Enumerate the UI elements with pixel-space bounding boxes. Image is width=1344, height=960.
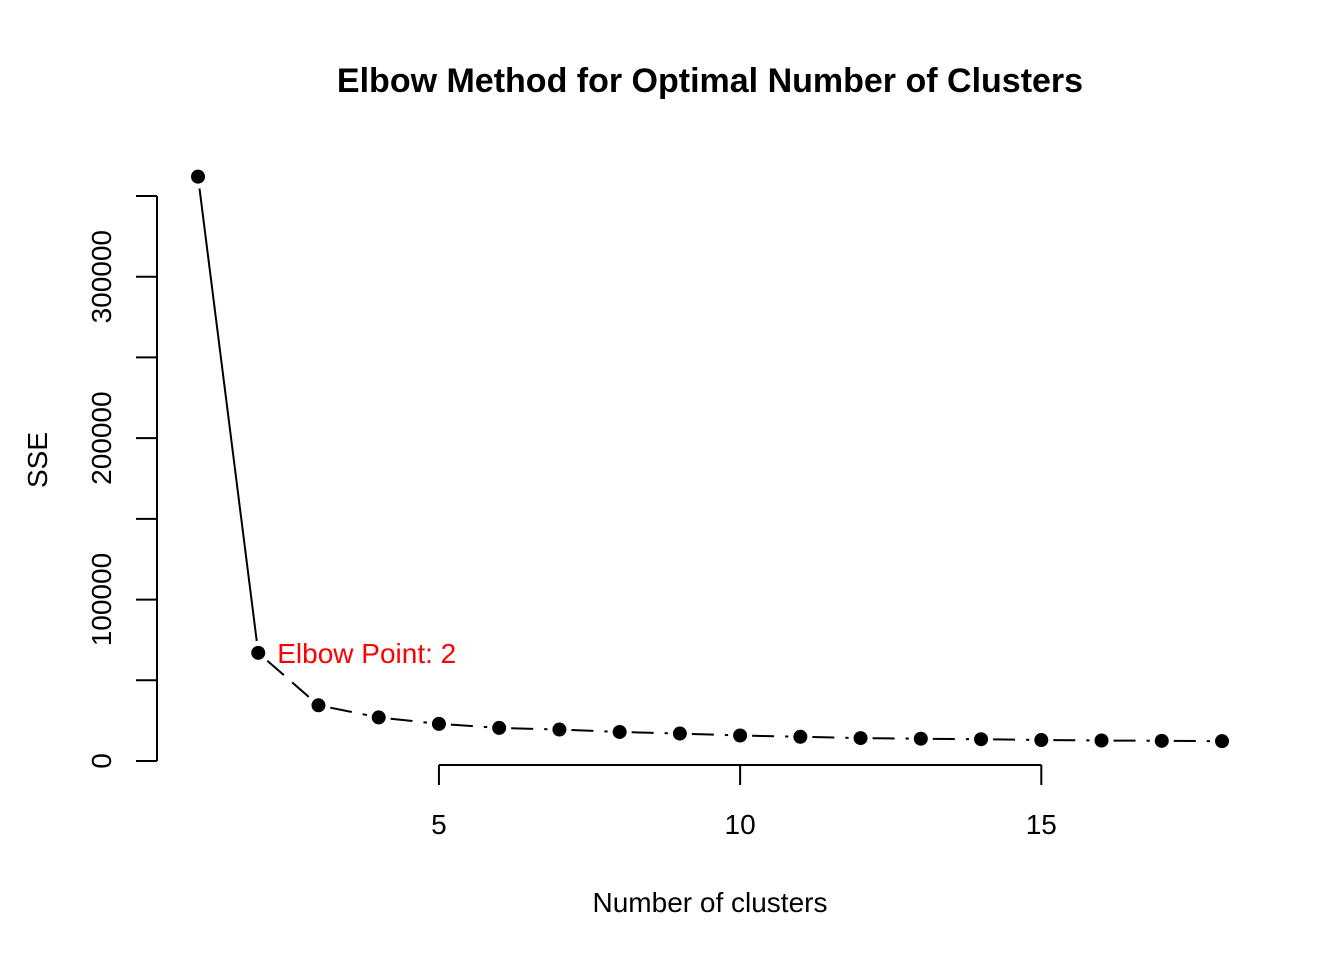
x-tick-label: 10 [725, 809, 756, 840]
axes: 0 100000 200000 300000 5 10 15 [86, 195, 1057, 840]
series-segment [198, 188, 258, 642]
data-point [974, 732, 989, 747]
data-point [913, 731, 928, 746]
y-tick-label: 0 [86, 753, 117, 769]
series-segment [752, 734, 789, 738]
data-point [1034, 733, 1049, 748]
series-segment [691, 732, 729, 737]
data-point [733, 728, 748, 743]
data-point [191, 169, 205, 184]
data-point [1154, 733, 1169, 748]
data-point [1094, 733, 1109, 748]
data-point [251, 645, 266, 660]
data-point [853, 731, 868, 746]
data-point [793, 729, 808, 744]
series [191, 169, 1229, 749]
series-segment [511, 727, 548, 731]
y-tick-label: 300000 [86, 230, 117, 323]
data-point [552, 722, 567, 737]
data-point [431, 716, 446, 731]
data-point [1215, 734, 1229, 749]
series-segment [571, 729, 608, 733]
series-segment [631, 731, 668, 735]
x-tick-label: 5 [431, 809, 447, 840]
series-segment [330, 706, 368, 717]
data-point [311, 698, 326, 713]
y-tick-label: 200000 [86, 391, 117, 484]
y-axis-label: SSE [22, 432, 53, 488]
series-segment [390, 717, 428, 724]
series-segment [812, 736, 849, 739]
x-axis-label: Number of clusters [593, 887, 828, 918]
x-tick-label: 15 [1026, 809, 1057, 840]
data-point [672, 726, 687, 741]
data-point [492, 720, 507, 735]
chart-title: Elbow Method for Optimal Number of Clust… [337, 62, 1083, 100]
annotations: Elbow Point: 2 [277, 638, 456, 669]
series-segment [450, 723, 488, 729]
series-segment [266, 659, 311, 699]
data-point [612, 724, 627, 739]
data-point [371, 710, 386, 725]
elbow-annotation: Elbow Point: 2 [277, 638, 456, 669]
y-tick-label: 100000 [86, 553, 117, 646]
